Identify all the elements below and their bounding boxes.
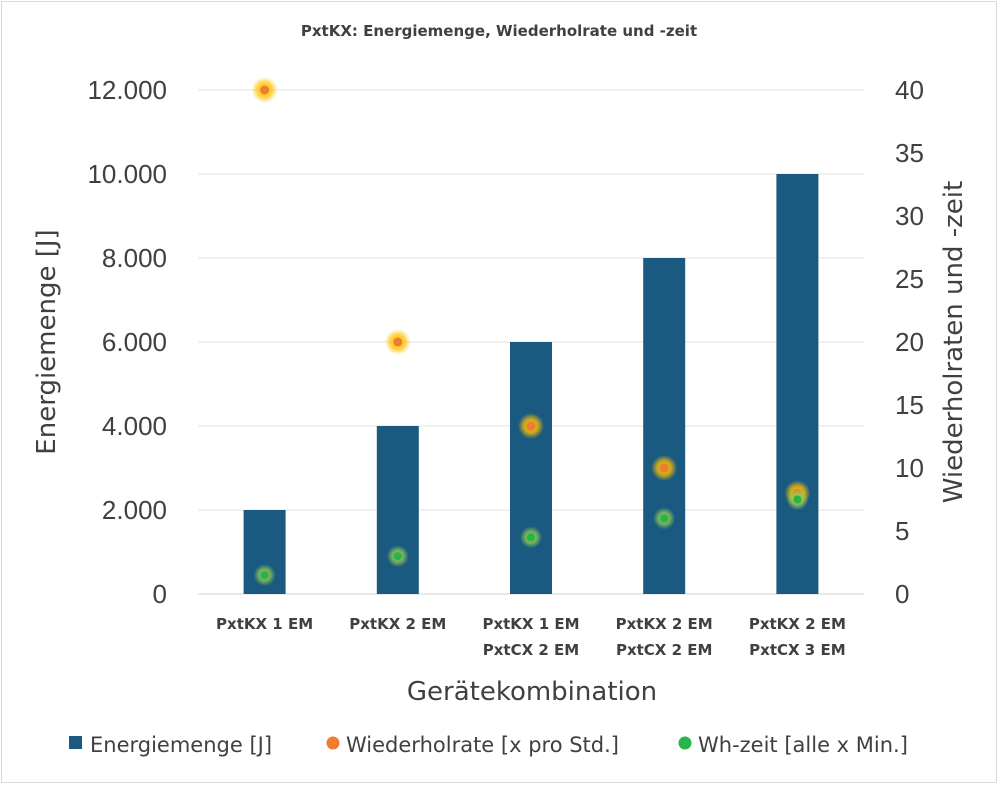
axis-ticks: 0 2.000 4.000 6.000 8.000 10.000 12.000 0 5 10 15 2…: [87, 75, 923, 609]
points: [251, 77, 811, 587]
y2-tick-label: 40: [895, 75, 924, 105]
legend-swatch-energiemenge: [69, 736, 82, 749]
legend-label-wh-zeit: Wh-zeit [alle x Min.]: [698, 733, 908, 757]
wiederholrate-point: [393, 337, 403, 347]
wh-zeit-point: [260, 571, 269, 580]
category-labels: PxtKX 1 EM PxtKX 2 EM PxtKX 1 EM PxtCX 2 EM…: [216, 615, 846, 659]
bar: [776, 174, 819, 594]
y2-tick-label: 15: [895, 390, 924, 420]
legend-marker-wiederholrate: [326, 736, 340, 750]
legend: Energiemenge [J] Wiederholrate [x pro St…: [69, 733, 908, 757]
category-label: PxtCX 2 EM: [616, 641, 712, 659]
y2-axis-label: Wiederholraten und -zeit: [939, 181, 969, 503]
category-label: PxtKX 1 EM: [482, 615, 579, 633]
y-tick-label: 12.000: [87, 75, 167, 105]
bar: [376, 426, 419, 594]
y2-tick-label: 20: [895, 327, 924, 357]
wh-zeit-point: [527, 533, 535, 542]
category-label: PxtKX 1 EM: [216, 615, 313, 633]
y-tick-label: 0: [153, 579, 167, 609]
category-label: PxtCX 2 EM: [483, 641, 579, 659]
wiederholrate-point: [526, 421, 536, 431]
bar: [643, 258, 686, 594]
wiederholrate-point: [260, 85, 270, 95]
y-tick-label: 8.000: [102, 243, 167, 273]
category-label: PxtKX 2 EM: [616, 615, 713, 633]
y-axis-label: Energiemenge [J]: [32, 229, 62, 454]
category-label: PxtKX 2 EM: [349, 615, 446, 633]
legend-label-wiederholrate: Wiederholrate [x pro Std.]: [346, 733, 619, 757]
x-axis-label: Gerätekombination: [407, 677, 657, 707]
y2-tick-label: 35: [895, 138, 924, 168]
y2-tick-label: 10: [895, 453, 924, 483]
y2-tick-label: 5: [895, 516, 909, 546]
y-tick-label: 10.000: [87, 159, 167, 189]
bars: [243, 174, 819, 594]
wh-zeit-point: [660, 514, 669, 523]
bar: [510, 342, 552, 594]
chart-title: PxtKX: Energiemenge, Wiederholrate und -…: [301, 22, 697, 40]
legend-marker-wh-zeit: [678, 736, 692, 750]
y-tick-label: 4.000: [102, 411, 167, 441]
y-tick-label: 2.000: [102, 495, 167, 525]
legend-label-energiemenge: Energiemenge [J]: [90, 733, 272, 757]
y2-tick-label: 30: [895, 201, 924, 231]
wh-zeit-point: [393, 552, 402, 561]
category-label: PxtKX 2 EM: [749, 615, 846, 633]
wiederholrate-point: [659, 463, 669, 473]
y2-tick-label: 0: [895, 579, 909, 609]
y-tick-label: 6.000: [102, 327, 167, 357]
y2-tick-label: 25: [895, 264, 924, 294]
category-label: PxtCX 3 EM: [749, 641, 845, 659]
wh-zeit-point: [793, 495, 802, 504]
